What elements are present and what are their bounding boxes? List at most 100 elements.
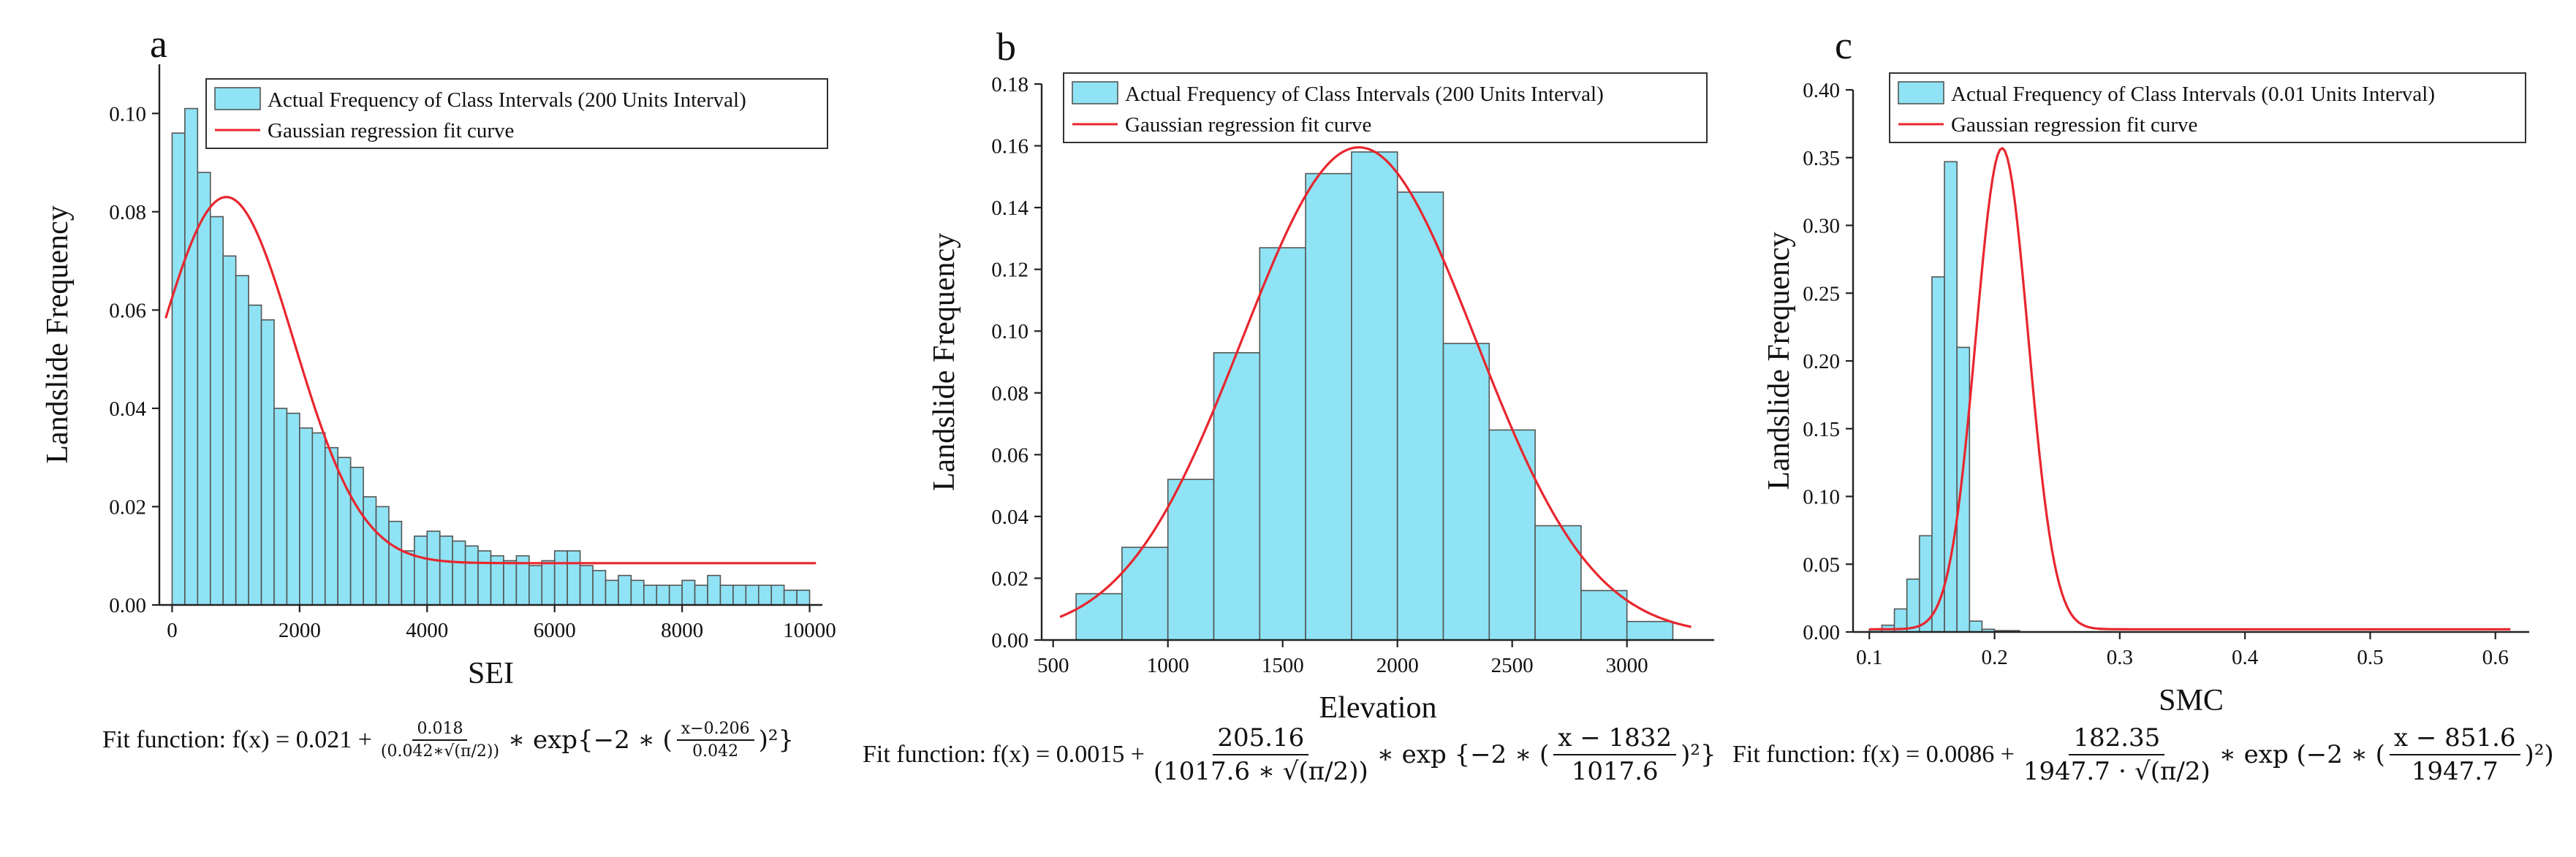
legend-fit-label: Gaussian regression fit curve — [268, 119, 514, 142]
bar — [1167, 479, 1215, 641]
bar — [184, 107, 199, 606]
formula-b-mid: ∗ exp {−2 ∗ ( — [1376, 740, 1550, 769]
y-tick-label: 0.04 — [991, 506, 1028, 529]
y-tick-label: 0.08 — [991, 382, 1028, 405]
x-tick-label: 10000 — [783, 619, 836, 642]
y-tick-label: 0.00 — [109, 594, 146, 617]
formula-c-num: 182.35 — [2069, 723, 2165, 755]
y-tick-label: 0.08 — [109, 201, 146, 224]
bar — [452, 540, 466, 606]
x-tick-label: 4000 — [406, 619, 448, 642]
bar — [1305, 172, 1352, 641]
legend-frame — [1063, 72, 1708, 143]
formula-b-frac: 205.16 (1017.6 ∗ √(π/2)) — [1149, 723, 1373, 786]
x-tick-label: 8000 — [661, 619, 703, 642]
bar — [1969, 620, 1983, 633]
bar — [529, 565, 543, 606]
formula-c-suffix: )²) — [2524, 740, 2554, 769]
x-tick-label: 0.5 — [2357, 646, 2383, 669]
panel-letter-a: a — [150, 22, 167, 66]
legend-hist-label: Actual Frequency of Class Intervals (200… — [1125, 83, 1604, 106]
y-tick-label: 0.30 — [1803, 215, 1840, 238]
formula-b-num: 205.16 — [1213, 723, 1309, 755]
formula-c-prefix: Fit function: f(x) = 0.0086 + — [1732, 741, 2015, 768]
bar — [1121, 546, 1169, 641]
bar — [719, 584, 734, 606]
bar — [1351, 151, 1398, 641]
legend-hist-label: Actual Frequency of Class Intervals (200… — [268, 88, 746, 112]
bar — [745, 584, 759, 606]
formula-c: Fit function: f(x) = 0.0086 + 182.35 194… — [1732, 723, 2554, 786]
panel-a: a 0.00 0.02 0.04 0.06 0.08 0.10 0 2000 4000 6000 80… — [41, 22, 836, 690]
formula-b-inner: x − 1832 1017.6 — [1553, 723, 1677, 786]
bar — [707, 574, 721, 606]
bar — [1580, 590, 1628, 641]
bar — [477, 550, 492, 606]
bar — [1259, 247, 1306, 641]
bar — [1626, 620, 1674, 641]
formula-a-den: (0.042∗√(π/2)) — [380, 742, 500, 761]
bar — [605, 579, 619, 606]
y-tick-label: 0.02 — [109, 495, 146, 519]
x-tick-label: 0.4 — [2232, 646, 2259, 669]
bar — [1906, 578, 1920, 633]
x-tick-label: 2000 — [1376, 654, 1419, 677]
x-tick-label: 2500 — [1491, 654, 1534, 677]
formula-c-inner-num: x − 851.6 — [2389, 723, 2520, 755]
bar — [324, 446, 338, 606]
legend-c: Actual Frequency of Class Intervals (0.0… — [1889, 72, 2526, 143]
bar — [694, 584, 708, 606]
y-tick-label: 0.10 — [991, 320, 1028, 343]
bar — [222, 255, 237, 606]
bar — [553, 550, 568, 606]
legend-frame — [1889, 72, 2526, 143]
y-tick-label: 0.12 — [991, 259, 1028, 282]
bar — [235, 275, 249, 606]
bar — [401, 550, 415, 606]
legend-fit-label: Gaussian regression fit curve — [1951, 113, 2197, 137]
x-tick-label: 0.2 — [1981, 646, 2007, 669]
bar — [363, 496, 377, 606]
panel-letter-c: c — [1835, 23, 1852, 67]
bar — [783, 590, 798, 606]
y-tick-label: 0.20 — [1803, 350, 1840, 373]
bars-c — [1868, 161, 2020, 633]
fit-curve-c — [1869, 146, 2511, 631]
x-tick-label: 0.3 — [2107, 646, 2133, 669]
formula-a-frac: 0.018 (0.042∗√(π/2)) — [376, 720, 504, 761]
fit-curve-b — [1059, 146, 1692, 628]
y-tick-label: 0.40 — [1803, 79, 1840, 102]
bar — [464, 545, 479, 606]
fit-curve-a — [164, 196, 817, 565]
y-axis-label-c: Landslide Frequency — [1762, 232, 1796, 490]
formula-a: Fit function: f(x) = 0.021 + 0.018 (0.04… — [102, 720, 794, 761]
formula-a-inner: x−0.206 0.042 — [676, 720, 754, 761]
bar — [503, 560, 518, 606]
formula-c-inner: x − 851.6 1947.7 — [2389, 723, 2520, 786]
bar — [656, 584, 670, 606]
y-tick-label: 0.18 — [991, 73, 1028, 96]
x-tick-label: 6000 — [534, 619, 576, 642]
legend-swatch-bar — [214, 87, 261, 110]
y-tick-label: 0.25 — [1803, 282, 1840, 305]
bar — [337, 457, 352, 606]
legend-fit-label: Gaussian regression fit curve — [1125, 113, 1371, 137]
bar — [375, 506, 390, 606]
bar — [579, 565, 594, 606]
bar — [311, 432, 326, 606]
bar — [567, 550, 581, 606]
bar — [439, 536, 453, 606]
bar — [1534, 525, 1582, 641]
bar — [681, 579, 696, 606]
formula-c-mid: ∗ exp (−2 ∗ ( — [2219, 740, 2385, 769]
y-tick-label: 0.15 — [1803, 418, 1840, 441]
bars-b — [1075, 151, 1674, 641]
legend-a: Actual Frequency of Class Intervals (200… — [205, 78, 828, 149]
y-tick-label: 0.06 — [109, 299, 146, 322]
x-tick-label: 500 — [1037, 654, 1069, 677]
bar — [796, 590, 811, 606]
x-tick-label: 0.1 — [1856, 646, 1882, 669]
x-axis-label-c: SMC — [2159, 684, 2224, 717]
y-axis-label-a: Landslide Frequency — [41, 205, 75, 463]
